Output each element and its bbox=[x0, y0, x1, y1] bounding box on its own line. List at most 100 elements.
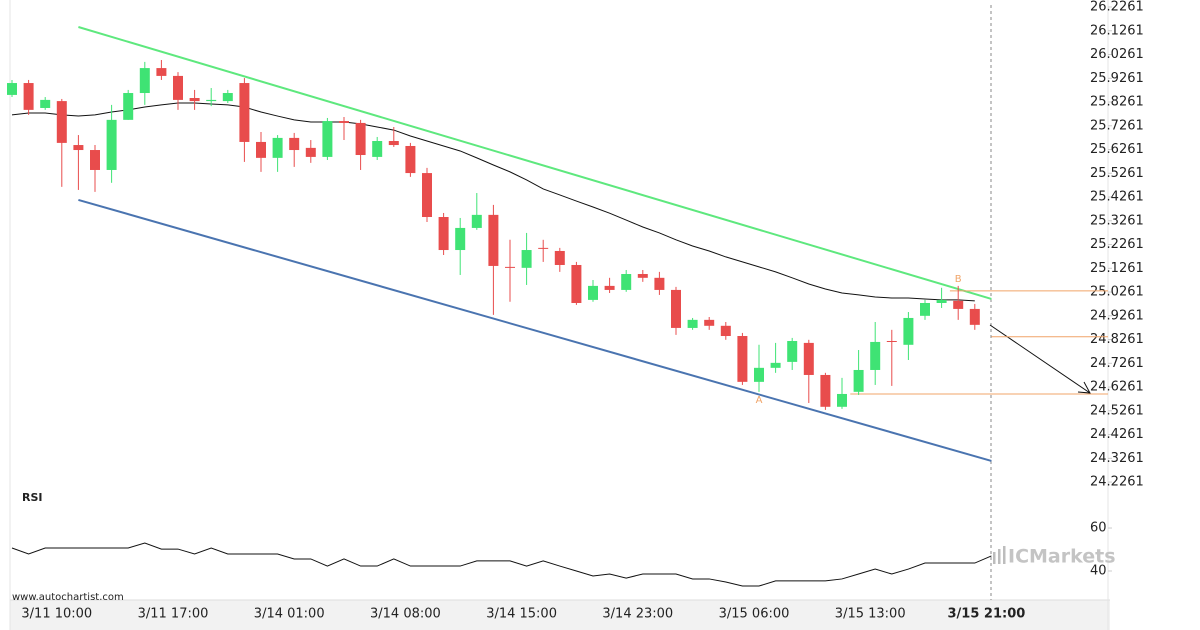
candle-body bbox=[720, 325, 731, 337]
logo-bar bbox=[998, 549, 1001, 564]
moving-average bbox=[11, 102, 975, 302]
y-tick-label: 24.3261 bbox=[1090, 451, 1144, 466]
candle-body bbox=[455, 227, 466, 251]
candle-body bbox=[256, 141, 266, 158]
candle-body bbox=[305, 147, 316, 157]
candle-body bbox=[687, 319, 698, 328]
logo-bar bbox=[1003, 546, 1006, 564]
x-tick-label: 3/11 10:00 bbox=[21, 607, 92, 622]
y-tick-label: 25.7261 bbox=[1090, 118, 1144, 133]
brand: ICMarkets bbox=[1008, 546, 1116, 568]
candle-body bbox=[521, 250, 532, 268]
x-tick-label: 3/14 08:00 bbox=[370, 607, 441, 622]
y-tick-label: 25.3261 bbox=[1090, 213, 1144, 228]
candle-body bbox=[123, 93, 134, 120]
resistance-line bbox=[78, 26, 992, 300]
candle-body bbox=[704, 319, 715, 326]
y-tick-label: 24.5261 bbox=[1090, 403, 1144, 418]
candle-body bbox=[604, 285, 615, 290]
support-line bbox=[78, 198, 992, 462]
candle-body bbox=[571, 264, 582, 303]
candle-body bbox=[73, 145, 84, 151]
candle-body bbox=[272, 137, 283, 158]
candle-body bbox=[588, 285, 598, 300]
candle-body bbox=[388, 140, 399, 146]
candle-body bbox=[422, 173, 432, 218]
candle-body bbox=[920, 302, 930, 316]
candle-body bbox=[372, 140, 383, 157]
candle-body bbox=[870, 341, 881, 370]
point-label: A bbox=[756, 395, 763, 406]
candle-body bbox=[505, 266, 515, 268]
y-tick-label: 24.6261 bbox=[1090, 380, 1144, 395]
y-tick-label: 24.7261 bbox=[1090, 356, 1144, 371]
y-tick-label: 25.8261 bbox=[1090, 95, 1144, 110]
panel-title: RSI bbox=[22, 491, 43, 504]
candle-body bbox=[803, 342, 814, 375]
x-tick-label: 3/14 15:00 bbox=[486, 607, 557, 622]
candle-body bbox=[322, 121, 333, 157]
candle-body bbox=[239, 83, 250, 142]
y-tick-label: 25.5261 bbox=[1090, 166, 1144, 181]
candle-body bbox=[853, 369, 864, 392]
candle-body bbox=[654, 277, 665, 290]
candle-body bbox=[471, 214, 482, 228]
y-tick-label: 25.6261 bbox=[1090, 142, 1144, 157]
candle-body bbox=[206, 99, 217, 102]
candle-body bbox=[7, 83, 17, 95]
candle-body bbox=[969, 308, 980, 325]
x-axis-band bbox=[10, 600, 1110, 630]
candle-body bbox=[139, 68, 150, 94]
y-tick-label: 24.9261 bbox=[1090, 308, 1144, 323]
candle-body bbox=[953, 300, 964, 309]
candle-body bbox=[56, 101, 67, 143]
y-tick-label: 25.4261 bbox=[1090, 190, 1144, 205]
y-tick-label: 26.1261 bbox=[1090, 23, 1144, 38]
point-label: B bbox=[955, 274, 962, 285]
candle-body bbox=[405, 145, 416, 174]
x-tick-label: 3/11 17:00 bbox=[138, 607, 209, 622]
y-tick-label: 60 bbox=[1090, 521, 1107, 536]
y-tick-label: 25.1261 bbox=[1090, 261, 1144, 276]
candle-body bbox=[621, 274, 632, 290]
candle-body bbox=[820, 374, 831, 407]
candle-body bbox=[737, 336, 748, 382]
y-tick-label: 24.8261 bbox=[1090, 332, 1144, 347]
candle-body bbox=[189, 98, 200, 102]
candle-body bbox=[438, 217, 449, 251]
rsi-line bbox=[11, 542, 992, 587]
y-tick-label: 24.4261 bbox=[1090, 427, 1144, 442]
candle-body bbox=[222, 93, 233, 102]
candle-body bbox=[488, 214, 499, 266]
y-tick-label: 24.2261 bbox=[1090, 475, 1144, 490]
candle-body bbox=[554, 250, 565, 265]
candle-body bbox=[339, 121, 349, 123]
candle-body bbox=[173, 75, 183, 100]
candle-body bbox=[837, 393, 847, 407]
x-tick-label: 3/14 23:00 bbox=[602, 607, 673, 622]
candle-body bbox=[106, 119, 117, 170]
y-tick-label: 40 bbox=[1090, 563, 1107, 578]
logo-bar bbox=[993, 552, 996, 564]
y-tick-label: 25.0261 bbox=[1090, 285, 1144, 300]
y-tick-label: 25.2261 bbox=[1090, 237, 1144, 252]
candle-body bbox=[637, 274, 648, 278]
candle-body bbox=[40, 99, 51, 108]
x-tick-label: 3/15 13:00 bbox=[835, 607, 906, 622]
candle-body bbox=[903, 317, 914, 345]
candle-body bbox=[289, 137, 300, 151]
candle-body bbox=[671, 289, 681, 328]
y-tick-label: 25.9261 bbox=[1090, 71, 1144, 86]
x-tick-label: 3/14 01:00 bbox=[254, 607, 325, 622]
x-tick-label: 3/15 06:00 bbox=[719, 607, 790, 622]
source: www.autochartist.com bbox=[12, 592, 124, 603]
candle-body bbox=[886, 340, 897, 342]
candle-body bbox=[355, 122, 366, 156]
candle-body bbox=[538, 247, 549, 249]
candle-body bbox=[23, 83, 34, 110]
candle-body bbox=[787, 340, 798, 362]
candle-body bbox=[156, 68, 167, 76]
x-tick-label: 3/15 21:00 bbox=[948, 607, 1026, 622]
candle-body bbox=[754, 367, 764, 382]
